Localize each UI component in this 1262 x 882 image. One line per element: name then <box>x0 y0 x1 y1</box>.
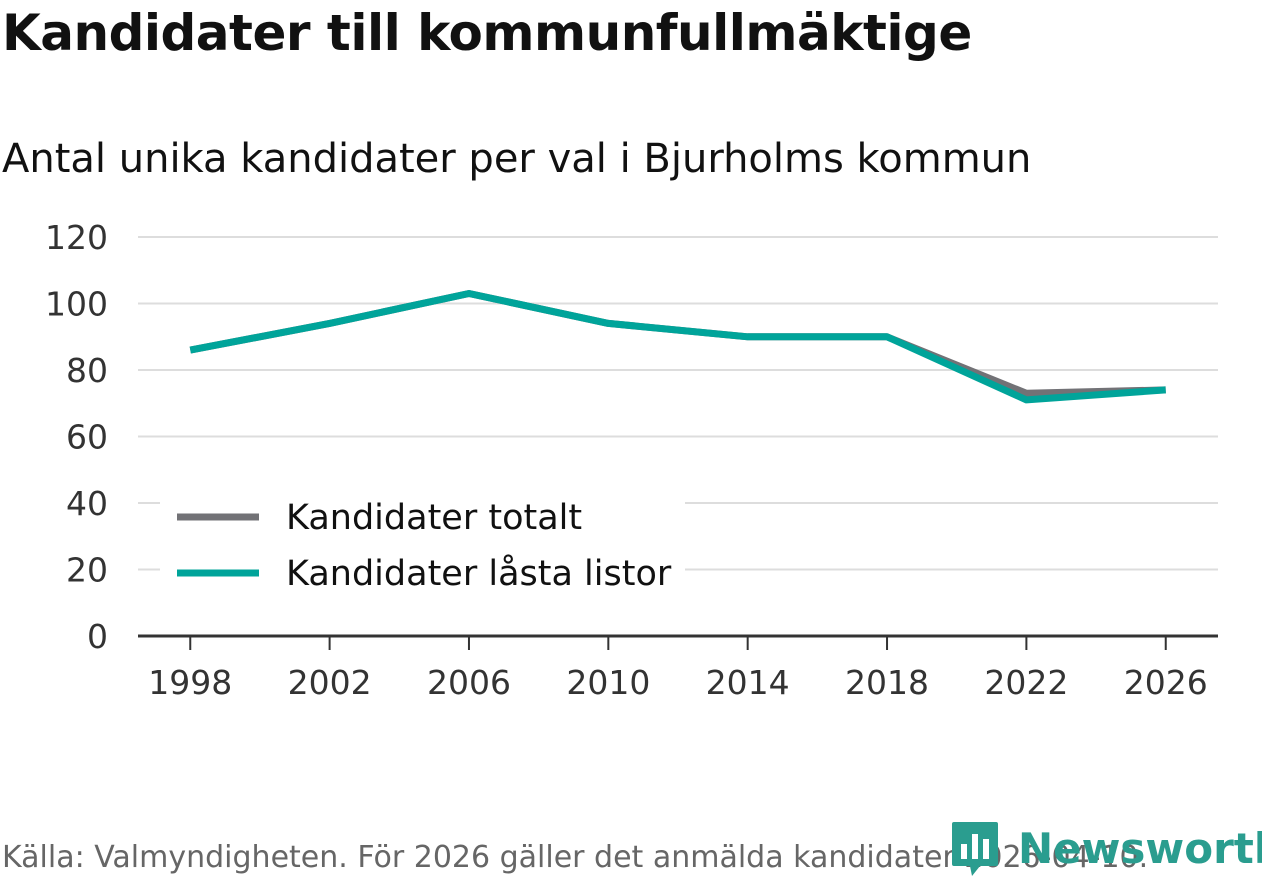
y-tick-label: 40 <box>66 484 108 523</box>
x-tick-label: 2014 <box>706 663 790 702</box>
newsworthy-logo-icon <box>950 818 1000 878</box>
x-tick-label: 2002 <box>288 663 372 702</box>
y-tick-label: 80 <box>66 351 108 390</box>
x-tick-label: 2026 <box>1124 663 1208 702</box>
chart-title: Kandidater till kommunfullmäktige <box>2 4 972 62</box>
y-tick-label: 60 <box>66 418 108 457</box>
series-line-total <box>189 290 1166 397</box>
y-tick-label: 0 <box>87 617 108 656</box>
y-tick-label: 120 <box>45 218 108 257</box>
x-tick-label: 2006 <box>427 663 511 702</box>
x-tick-label: 2010 <box>566 663 650 702</box>
y-tick-label: 100 <box>45 285 108 324</box>
x-tick-label: 2022 <box>984 663 1068 702</box>
legend-background <box>160 490 685 602</box>
brand-name: Newsworthy <box>1018 823 1262 873</box>
chart-subtitle: Antal unika kandidater per val i Bjurhol… <box>2 136 1032 182</box>
series-line-locked <box>189 290 1166 404</box>
brand-logo: Newsworthy <box>950 818 1262 878</box>
x-tick-label: 1998 <box>148 663 232 702</box>
x-tick-label: 2018 <box>845 663 929 702</box>
legend-label-locked: Kandidater låsta listor <box>286 553 672 594</box>
y-tick-label: 20 <box>66 551 108 590</box>
legend-label-total: Kandidater totalt <box>286 498 582 538</box>
